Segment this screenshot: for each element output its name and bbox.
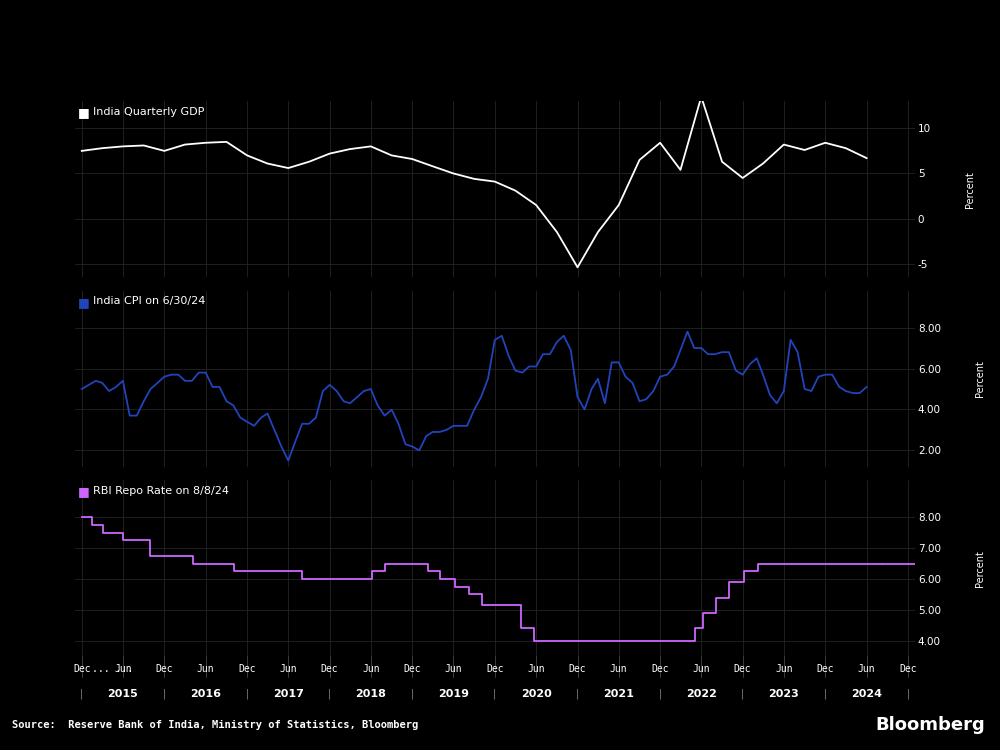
Text: |: | [741, 688, 744, 699]
Text: Jun: Jun [610, 664, 628, 674]
Text: India CPI on 6/30/24: India CPI on 6/30/24 [93, 296, 206, 306]
Text: Dec: Dec [899, 664, 917, 674]
Text: Dec: Dec [569, 664, 586, 674]
Text: Jun: Jun [114, 664, 132, 674]
Text: India Quarterly GDP: India Quarterly GDP [93, 106, 205, 116]
Text: 2024: 2024 [851, 688, 882, 699]
Text: Dec: Dec [73, 664, 91, 674]
Text: Jun: Jun [692, 664, 710, 674]
Text: RBI Holds Interest Rates: RBI Holds Interest Rates [12, 45, 414, 73]
Text: Jun: Jun [362, 664, 380, 674]
Y-axis label: Percent: Percent [975, 360, 985, 398]
Text: ... ...: ... ... [92, 664, 133, 674]
Text: 2020: 2020 [521, 688, 552, 699]
Text: |: | [493, 688, 496, 699]
Text: Dec: Dec [734, 664, 751, 674]
Text: Jun: Jun [858, 664, 875, 674]
Text: Jun: Jun [527, 664, 545, 674]
Text: |: | [658, 688, 662, 699]
Text: |: | [163, 688, 166, 699]
Text: ■: ■ [78, 485, 89, 499]
Text: Jun: Jun [445, 664, 462, 674]
Text: 2022: 2022 [686, 688, 717, 699]
Text: |: | [411, 688, 414, 699]
Text: RBI Repo Rate on 8/8/24: RBI Repo Rate on 8/8/24 [93, 485, 229, 496]
Text: Dec: Dec [816, 664, 834, 674]
Y-axis label: Percent: Percent [975, 550, 985, 586]
Text: |: | [906, 688, 910, 699]
Y-axis label: Percent: Percent [965, 171, 975, 208]
Text: ■: ■ [78, 296, 89, 309]
Text: |: | [576, 688, 579, 699]
Text: Jun: Jun [775, 664, 793, 674]
Text: 2018: 2018 [355, 688, 386, 699]
Text: 2021: 2021 [603, 688, 634, 699]
Text: Jun: Jun [197, 664, 215, 674]
Text: ■: ■ [78, 106, 89, 119]
Text: |: | [245, 688, 249, 699]
Text: |: | [824, 688, 827, 699]
Text: Dec: Dec [156, 664, 173, 674]
Text: |: | [328, 688, 331, 699]
Text: Dec: Dec [238, 664, 256, 674]
Text: Bloomberg: Bloomberg [875, 716, 985, 734]
Text: Source:  Reserve Bank of India, Ministry of Statistics, Bloomberg: Source: Reserve Bank of India, Ministry … [12, 720, 418, 730]
Text: 2016: 2016 [190, 688, 221, 699]
Text: Dec: Dec [651, 664, 669, 674]
Text: Dec: Dec [321, 664, 338, 674]
Text: 2017: 2017 [273, 688, 304, 699]
Text: Dec: Dec [486, 664, 504, 674]
Text: 2019: 2019 [438, 688, 469, 699]
Text: Jun: Jun [279, 664, 297, 674]
Text: |: | [80, 688, 83, 699]
Text: 2015: 2015 [108, 688, 138, 699]
Text: Dec: Dec [403, 664, 421, 674]
Text: 2023: 2023 [768, 688, 799, 699]
